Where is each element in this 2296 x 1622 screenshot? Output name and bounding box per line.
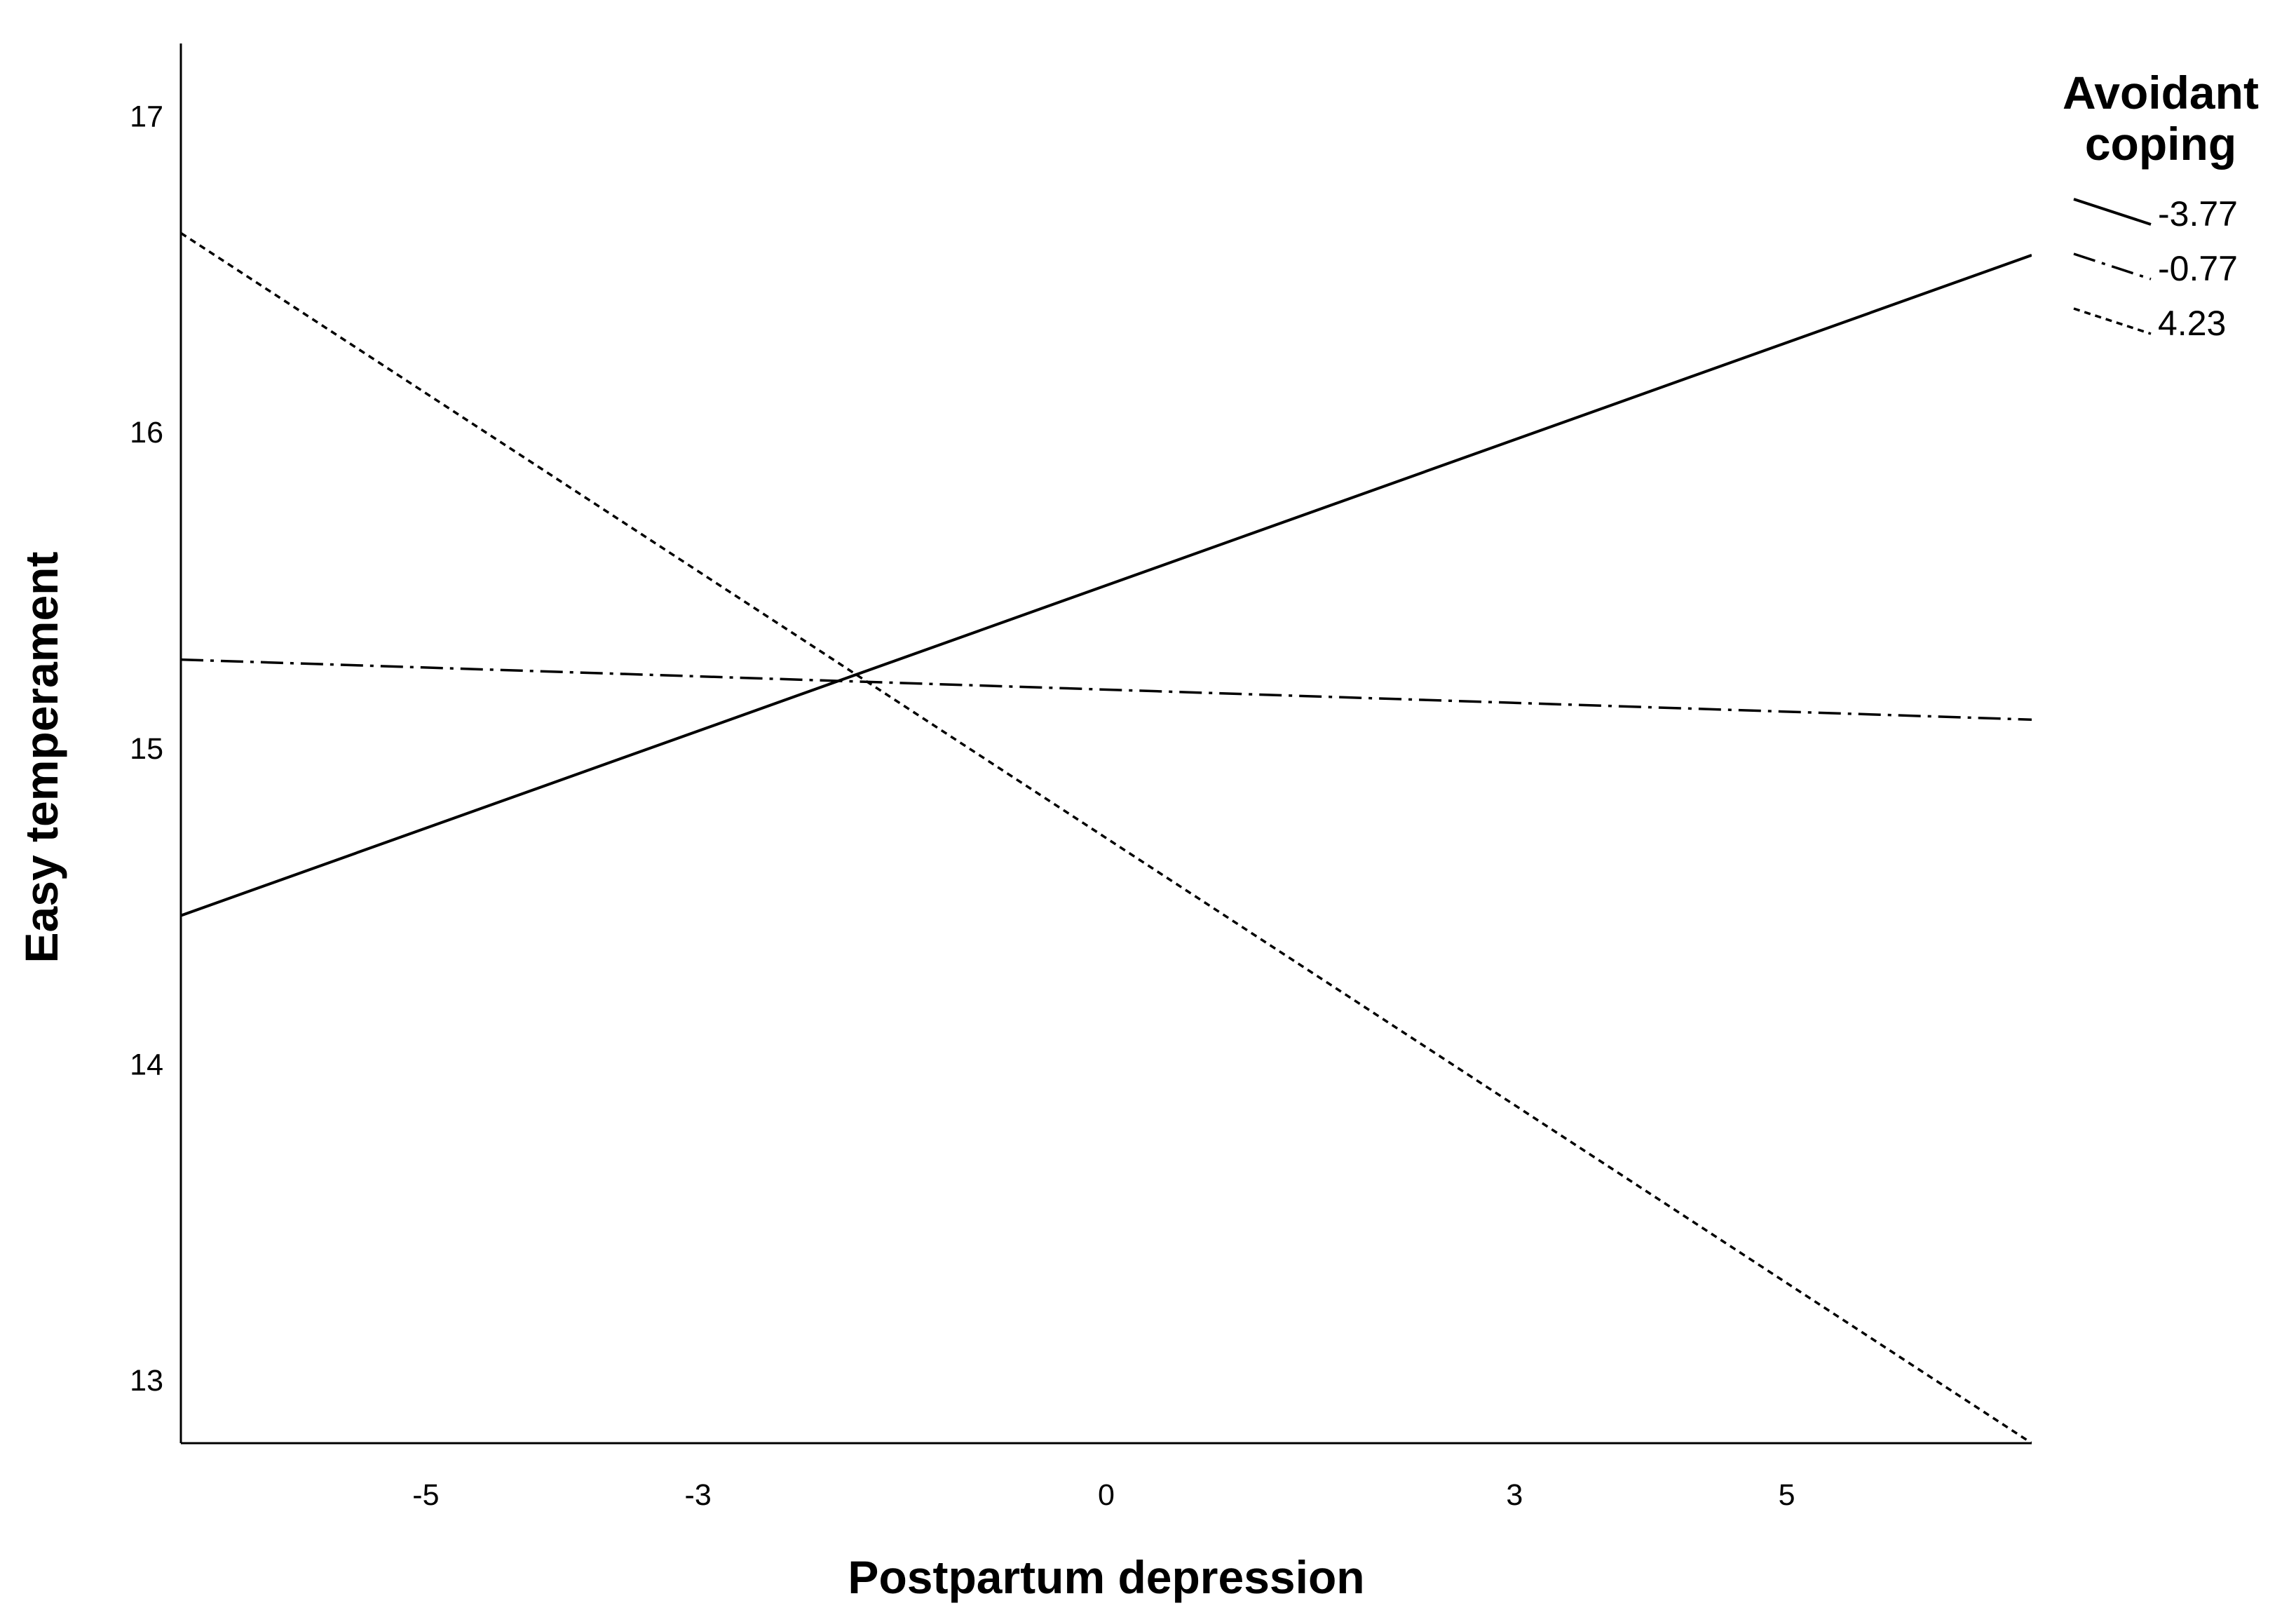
series-line-3 bbox=[181, 231, 2032, 1443]
legend-title-line-2: coping bbox=[2085, 118, 2236, 170]
y-tick-labels: 13 14 15 16 17 bbox=[130, 100, 163, 1398]
x-tick-label: -3 bbox=[685, 1478, 712, 1512]
legend-title-line-1: Avoidant bbox=[2063, 67, 2259, 119]
legend: Avoidant coping -3.77 -0.77 4.23 bbox=[2063, 67, 2259, 343]
y-tick-label: 15 bbox=[130, 732, 163, 766]
legend-label-2: -0.77 bbox=[2158, 249, 2238, 288]
legend-swatch-2 bbox=[2073, 252, 2152, 281]
x-tick-labels: -5 -3 0 3 5 bbox=[412, 1478, 1795, 1512]
series-line-2 bbox=[181, 658, 2032, 721]
legend-items: -3.77 -0.77 4.23 bbox=[2073, 194, 2238, 343]
x-axis-title: Postpartum depression bbox=[848, 1551, 1364, 1603]
y-tick-label: 16 bbox=[130, 416, 163, 450]
y-axis-title: Easy temperament bbox=[15, 552, 67, 964]
axes bbox=[179, 43, 2032, 1445]
legend-label-3: 4.23 bbox=[2158, 304, 2226, 343]
legend-swatch-1 bbox=[2073, 198, 2152, 226]
x-tick-label: 5 bbox=[1779, 1478, 1795, 1512]
series-lines bbox=[181, 231, 2032, 1443]
y-tick-label: 17 bbox=[130, 100, 163, 134]
y-tick-label: 13 bbox=[130, 1364, 163, 1398]
x-tick-label: -5 bbox=[412, 1478, 439, 1512]
x-tick-label: 3 bbox=[1506, 1478, 1523, 1512]
legend-label-1: -3.77 bbox=[2158, 194, 2238, 234]
y-tick-label: 14 bbox=[130, 1048, 163, 1081]
x-tick-label: 0 bbox=[1098, 1478, 1115, 1512]
legend-swatch-3 bbox=[2073, 307, 2152, 335]
series-line-1 bbox=[181, 254, 2032, 917]
